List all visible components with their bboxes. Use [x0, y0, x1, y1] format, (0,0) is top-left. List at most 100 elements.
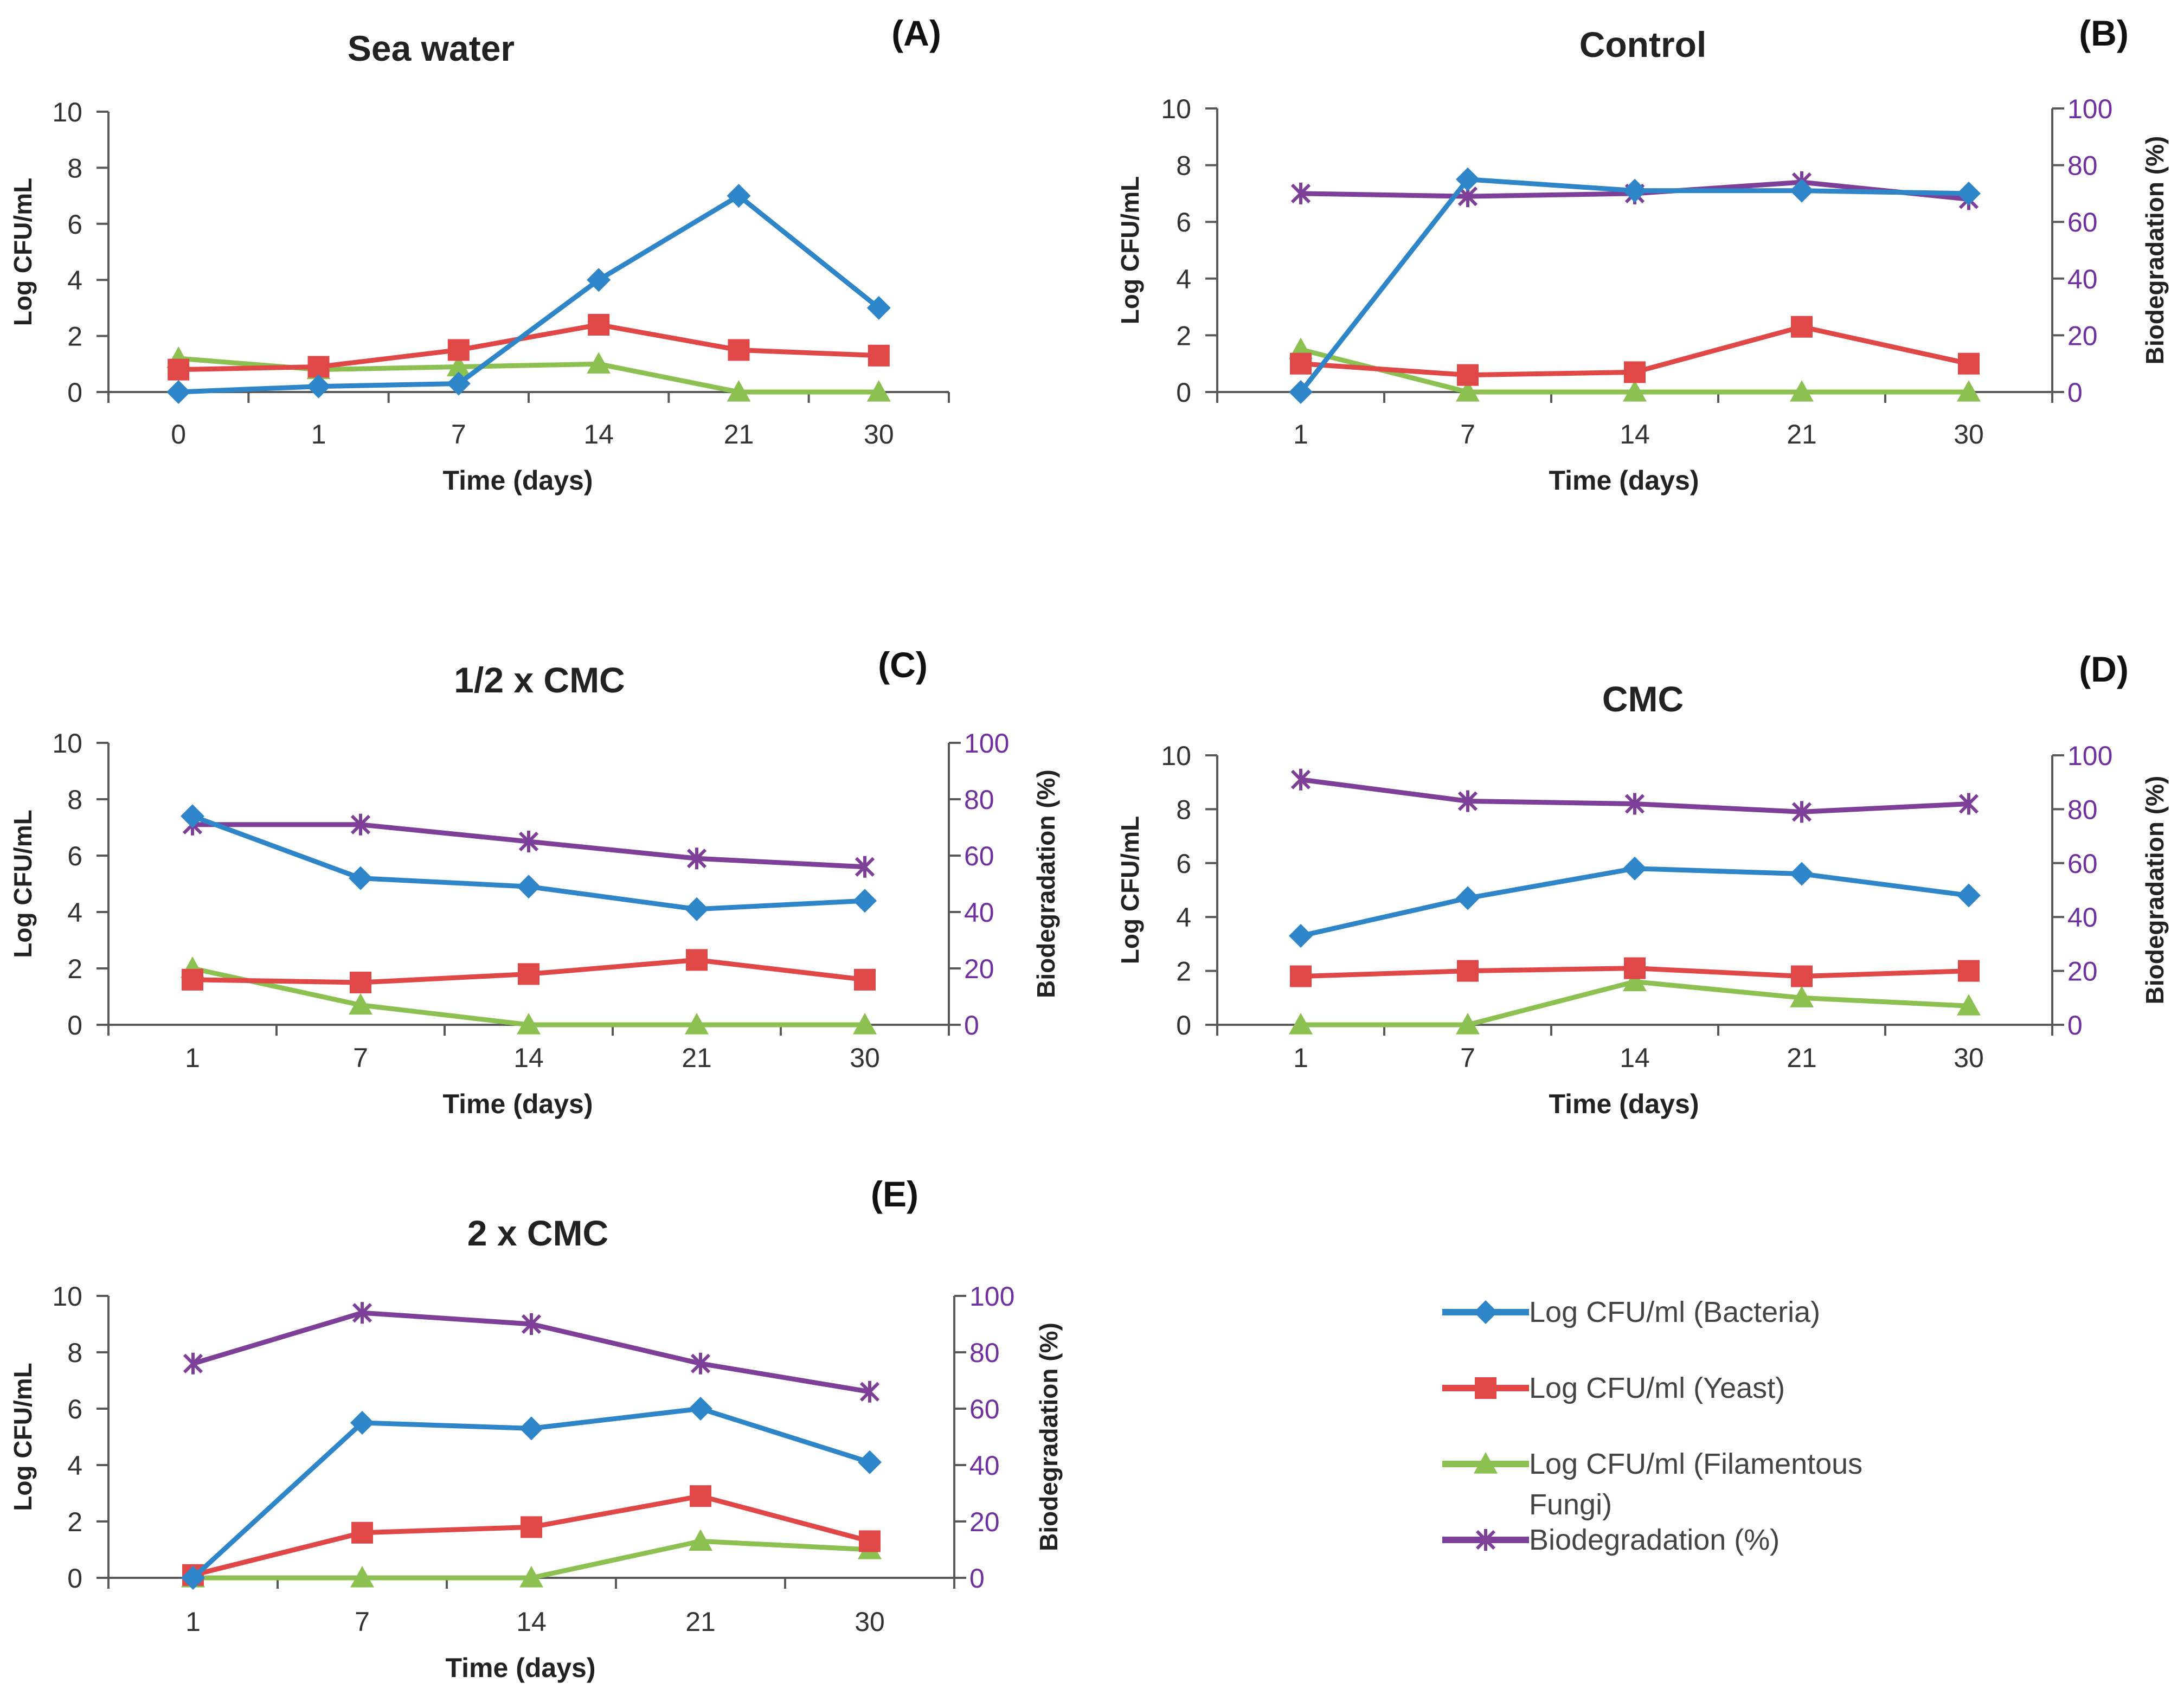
legend-marker-yeast: [1475, 1377, 1496, 1399]
x-tick-label: 1: [185, 1043, 200, 1073]
y-tick-label-left: 2: [1176, 320, 1191, 351]
series-biodegradation: [1290, 768, 1979, 823]
series-yeast: [1290, 316, 1980, 386]
y-tick-label-left: 4: [1176, 902, 1191, 933]
data-point-fungi: [727, 380, 751, 402]
panel-label: (A): [891, 13, 941, 53]
data-point-yeast: [1791, 316, 1813, 338]
panel-a: Sea water (A) 0 2 4 6 8 10 0 1 7 14 21 30 Time (days) L…: [9, 13, 950, 496]
data-point-fungi: [689, 1529, 712, 1551]
data-point-yeast: [1624, 361, 1646, 383]
data-point-yeast: [868, 344, 890, 367]
data-point-bacteria: [727, 184, 751, 208]
chart-title: Control: [1579, 24, 1707, 65]
x-tick-label: 7: [355, 1607, 370, 1637]
y-tick-label-right: 40: [964, 897, 994, 928]
y-tick-label-left: 2: [1176, 956, 1191, 987]
data-point-yeast: [588, 313, 610, 336]
data-point-fungi: [446, 355, 471, 377]
x-tick-label: 14: [1620, 419, 1650, 449]
y-axis-label-left: Log CFU/mL: [9, 178, 37, 326]
data-point-fungi: [1456, 380, 1480, 402]
data-point-bacteria: [1790, 862, 1814, 886]
series-yeast: [168, 313, 890, 381]
data-point-biodegradation: [1791, 801, 1812, 823]
series-line-bacteria: [1299, 177, 1969, 394]
x-tick-label: 21: [1787, 419, 1817, 449]
x-tick-label: 1: [1293, 1043, 1308, 1073]
data-point-biodegradation: [1624, 793, 1645, 815]
series-line-yeast: [178, 322, 879, 373]
panel-label: (D): [2079, 649, 2129, 689]
y-tick-label-left: 8: [1176, 794, 1191, 825]
data-point-bacteria: [446, 371, 471, 396]
data-point-biodegradation: [1290, 768, 1311, 791]
data-point-biodegradation: [859, 1380, 880, 1403]
y-tick-label-left: 10: [52, 1281, 82, 1312]
data-point-fungi: [587, 352, 611, 374]
chart-title: 1/2 x CMC: [454, 660, 625, 700]
y-tick-label-right: 100: [2067, 94, 2112, 124]
legend-label: Log CFU/ml (Yeast): [1529, 1372, 1785, 1404]
data-point-fungi: [866, 380, 891, 402]
data-point-bacteria: [866, 296, 891, 320]
y-axis-label-right: Biodegradation (%): [1032, 769, 1060, 998]
data-point-bacteria: [517, 875, 541, 899]
x-tick-label: 1: [311, 419, 326, 449]
data-point-biodegradation: [352, 1302, 372, 1324]
y-tick-label-right: 0: [969, 1563, 985, 1594]
y-tick-label-left: 0: [67, 1563, 82, 1594]
y-tick-label-right: 80: [969, 1338, 1000, 1368]
series-yeast: [1290, 957, 1980, 987]
y-axis-label-left: Log CFU/mL: [1116, 816, 1144, 964]
data-point-fungi: [1623, 969, 1647, 992]
y-tick-label-left: 0: [1176, 377, 1191, 408]
x-tick-label: 14: [513, 1043, 544, 1073]
data-point-yeast: [307, 356, 330, 378]
series-line-bacteria: [178, 193, 881, 395]
x-tick-label: 30: [1954, 419, 1984, 449]
x-tick-label: 1: [185, 1607, 201, 1637]
series-bacteria: [181, 804, 877, 921]
y-tick-label-right: 40: [2067, 264, 2098, 294]
y-tick-label-left: 2: [67, 322, 82, 352]
data-point-bacteria: [1957, 181, 1981, 205]
y-tick-label-left: 4: [1176, 264, 1191, 294]
series-bacteria: [1289, 167, 1981, 404]
y-tick-label-right: 80: [964, 785, 994, 815]
data-point-fungi: [1623, 380, 1647, 402]
series-biodegradation: [182, 813, 875, 878]
data-point-bacteria: [1623, 178, 1647, 203]
y-tick-label-left: 0: [1176, 1010, 1191, 1041]
x-tick-label: 14: [583, 419, 614, 449]
panel-label: (B): [2079, 13, 2129, 53]
data-point-biodegradation: [521, 1313, 542, 1335]
y-tick-label-right: 20: [2067, 320, 2098, 351]
data-point-bacteria: [1957, 883, 1981, 908]
y-tick-label-left: 6: [1176, 849, 1191, 879]
panel-label: (E): [871, 1174, 918, 1214]
data-point-bacteria: [1623, 856, 1647, 881]
data-point-fungi: [853, 1013, 877, 1035]
y-tick-label-right: 40: [969, 1450, 1000, 1481]
data-point-yeast: [854, 968, 876, 991]
y-axis-label-left: Log CFU/mL: [9, 810, 37, 958]
y-tick-label-right: 60: [969, 1394, 1000, 1424]
data-point-bacteria: [853, 889, 877, 913]
data-point-biodegradation: [1958, 793, 1979, 815]
series-bacteria: [1289, 856, 1981, 948]
data-point-biodegradation: [690, 1352, 711, 1375]
data-point-fungi: [519, 1566, 543, 1588]
y-axis-label-right: Biodegradation (%): [2141, 776, 2169, 1005]
y-tick-label-left: 10: [1161, 741, 1191, 771]
x-tick-label: 21: [682, 1043, 712, 1073]
data-point-fungi: [349, 993, 372, 1015]
series-yeast: [182, 949, 876, 993]
data-point-fungi: [1289, 1013, 1313, 1035]
data-point-bacteria: [306, 374, 331, 399]
y-tick-label-left: 8: [67, 785, 82, 815]
x-tick-label: 21: [724, 419, 754, 449]
legend-entry-biodegradation: Biodegradation (%): [1442, 1524, 1780, 1556]
y-tick-label-left: 6: [67, 209, 82, 240]
x-axis-label: Time (days): [446, 1653, 596, 1683]
